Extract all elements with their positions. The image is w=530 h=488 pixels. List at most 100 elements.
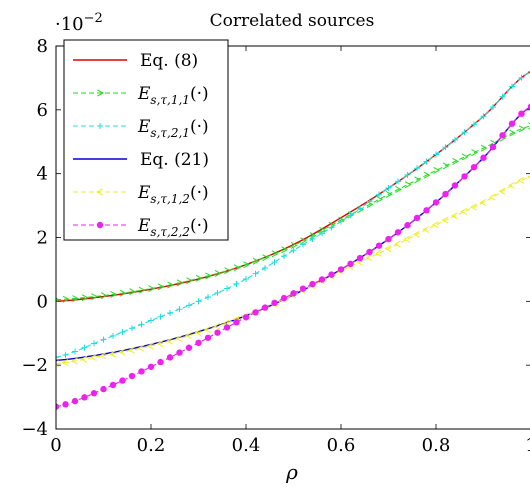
legend: Eq. (8)Es,τ,1,1(·)Es,τ,2,1(·)Eq. (21)Es,… bbox=[63, 39, 229, 241]
data-point bbox=[56, 297, 61, 302]
data-point bbox=[431, 221, 439, 229]
data-point bbox=[508, 120, 516, 127]
data-point bbox=[233, 319, 240, 326]
data-point bbox=[128, 372, 136, 380]
data-point bbox=[403, 235, 411, 243]
data-point bbox=[100, 336, 107, 343]
plot-frame bbox=[55, 45, 530, 430]
y-exponent-base: ·10 bbox=[55, 14, 84, 35]
data-point bbox=[62, 295, 70, 303]
data-point bbox=[461, 129, 468, 136]
legend-label: Eq. (8) bbox=[140, 51, 198, 71]
data-point bbox=[385, 190, 393, 198]
data-point bbox=[280, 294, 288, 302]
data-point bbox=[365, 254, 373, 262]
data-point bbox=[184, 332, 192, 340]
data-point bbox=[110, 290, 118, 298]
legend-label: Es,τ,1,1(·) bbox=[137, 84, 209, 107]
data-point bbox=[328, 224, 335, 231]
data-point bbox=[81, 294, 89, 302]
data-point bbox=[517, 176, 525, 184]
data-point bbox=[157, 313, 164, 320]
data-point bbox=[452, 157, 460, 165]
data-point bbox=[384, 245, 392, 253]
legend-label-tail: (·) bbox=[190, 84, 209, 104]
data-point bbox=[271, 250, 279, 258]
data-point bbox=[309, 280, 316, 288]
data-point bbox=[205, 294, 211, 301]
data-point bbox=[97, 123, 103, 129]
data-point bbox=[309, 232, 317, 240]
series-6 bbox=[56, 103, 530, 410]
data-point bbox=[404, 171, 411, 178]
y-tick-label: 6 bbox=[37, 100, 48, 121]
legend-label-sub: s,τ,1,2 bbox=[150, 192, 190, 206]
data-point bbox=[309, 236, 316, 243]
data-point bbox=[204, 334, 212, 341]
y-exponent-label: ·10−2 bbox=[55, 11, 103, 35]
data-point bbox=[99, 352, 107, 360]
data-point bbox=[167, 281, 175, 289]
data-point bbox=[479, 198, 487, 206]
data-point bbox=[203, 326, 211, 333]
data-point bbox=[374, 249, 382, 257]
data-point bbox=[480, 113, 487, 120]
data-point bbox=[56, 360, 59, 368]
data-point bbox=[138, 321, 145, 328]
data-point bbox=[213, 322, 221, 330]
data-point bbox=[356, 254, 364, 262]
data-point bbox=[137, 344, 145, 352]
data-point bbox=[393, 240, 401, 248]
data-point bbox=[499, 132, 506, 139]
legend-label-sub: s,τ,2,1 bbox=[150, 126, 190, 140]
data-point bbox=[509, 83, 515, 90]
data-point bbox=[338, 218, 344, 225]
data-point bbox=[110, 332, 116, 339]
y-tick-label: −4 bbox=[21, 419, 48, 440]
data-point bbox=[337, 266, 345, 273]
data-point bbox=[262, 264, 268, 271]
series-3 bbox=[56, 71, 530, 361]
data-point bbox=[366, 201, 374, 208]
data-point bbox=[461, 153, 469, 161]
y-exponent-power: −2 bbox=[84, 11, 103, 26]
data-point bbox=[432, 199, 440, 206]
legend-entry: Es,τ,2,1(·) bbox=[73, 117, 209, 140]
data-point bbox=[56, 403, 60, 410]
series-layer bbox=[56, 71, 530, 410]
data-point bbox=[442, 162, 450, 170]
data-point bbox=[252, 257, 260, 265]
data-point bbox=[290, 242, 298, 249]
data-point bbox=[375, 242, 383, 249]
legend-label-main: E bbox=[137, 117, 151, 137]
data-point bbox=[186, 277, 194, 285]
data-point bbox=[423, 158, 430, 165]
legend-label-main: E bbox=[137, 183, 151, 203]
y-tick-label: 8 bbox=[37, 36, 48, 57]
data-point bbox=[243, 261, 251, 269]
legend-entry: Es,τ,2,2(·) bbox=[73, 216, 209, 239]
data-point bbox=[167, 309, 173, 316]
legend-label-tail: (·) bbox=[190, 183, 209, 203]
data-point bbox=[469, 203, 477, 211]
data-point bbox=[205, 272, 213, 280]
data-point bbox=[195, 274, 203, 282]
data-point bbox=[81, 394, 88, 401]
axis-ticks: 0 0.2 0.4 0.6 0.8 1 −4 −2 0 2 4 6 8 bbox=[21, 36, 530, 456]
data-point bbox=[252, 309, 259, 316]
data-point bbox=[412, 230, 420, 238]
data-point bbox=[422, 226, 430, 233]
data-point bbox=[72, 295, 80, 302]
data-point bbox=[262, 254, 270, 262]
data-point bbox=[224, 267, 232, 275]
data-point bbox=[157, 283, 165, 291]
data-point bbox=[271, 259, 278, 266]
data-point bbox=[72, 348, 78, 355]
data-point bbox=[528, 71, 530, 73]
legend-entry: Eq. (8) bbox=[73, 51, 198, 71]
data-point bbox=[176, 279, 184, 287]
legend-label: Es,τ,1,2(·) bbox=[137, 183, 209, 206]
data-point bbox=[461, 173, 468, 180]
data-point bbox=[489, 143, 497, 151]
series-line bbox=[56, 71, 530, 358]
